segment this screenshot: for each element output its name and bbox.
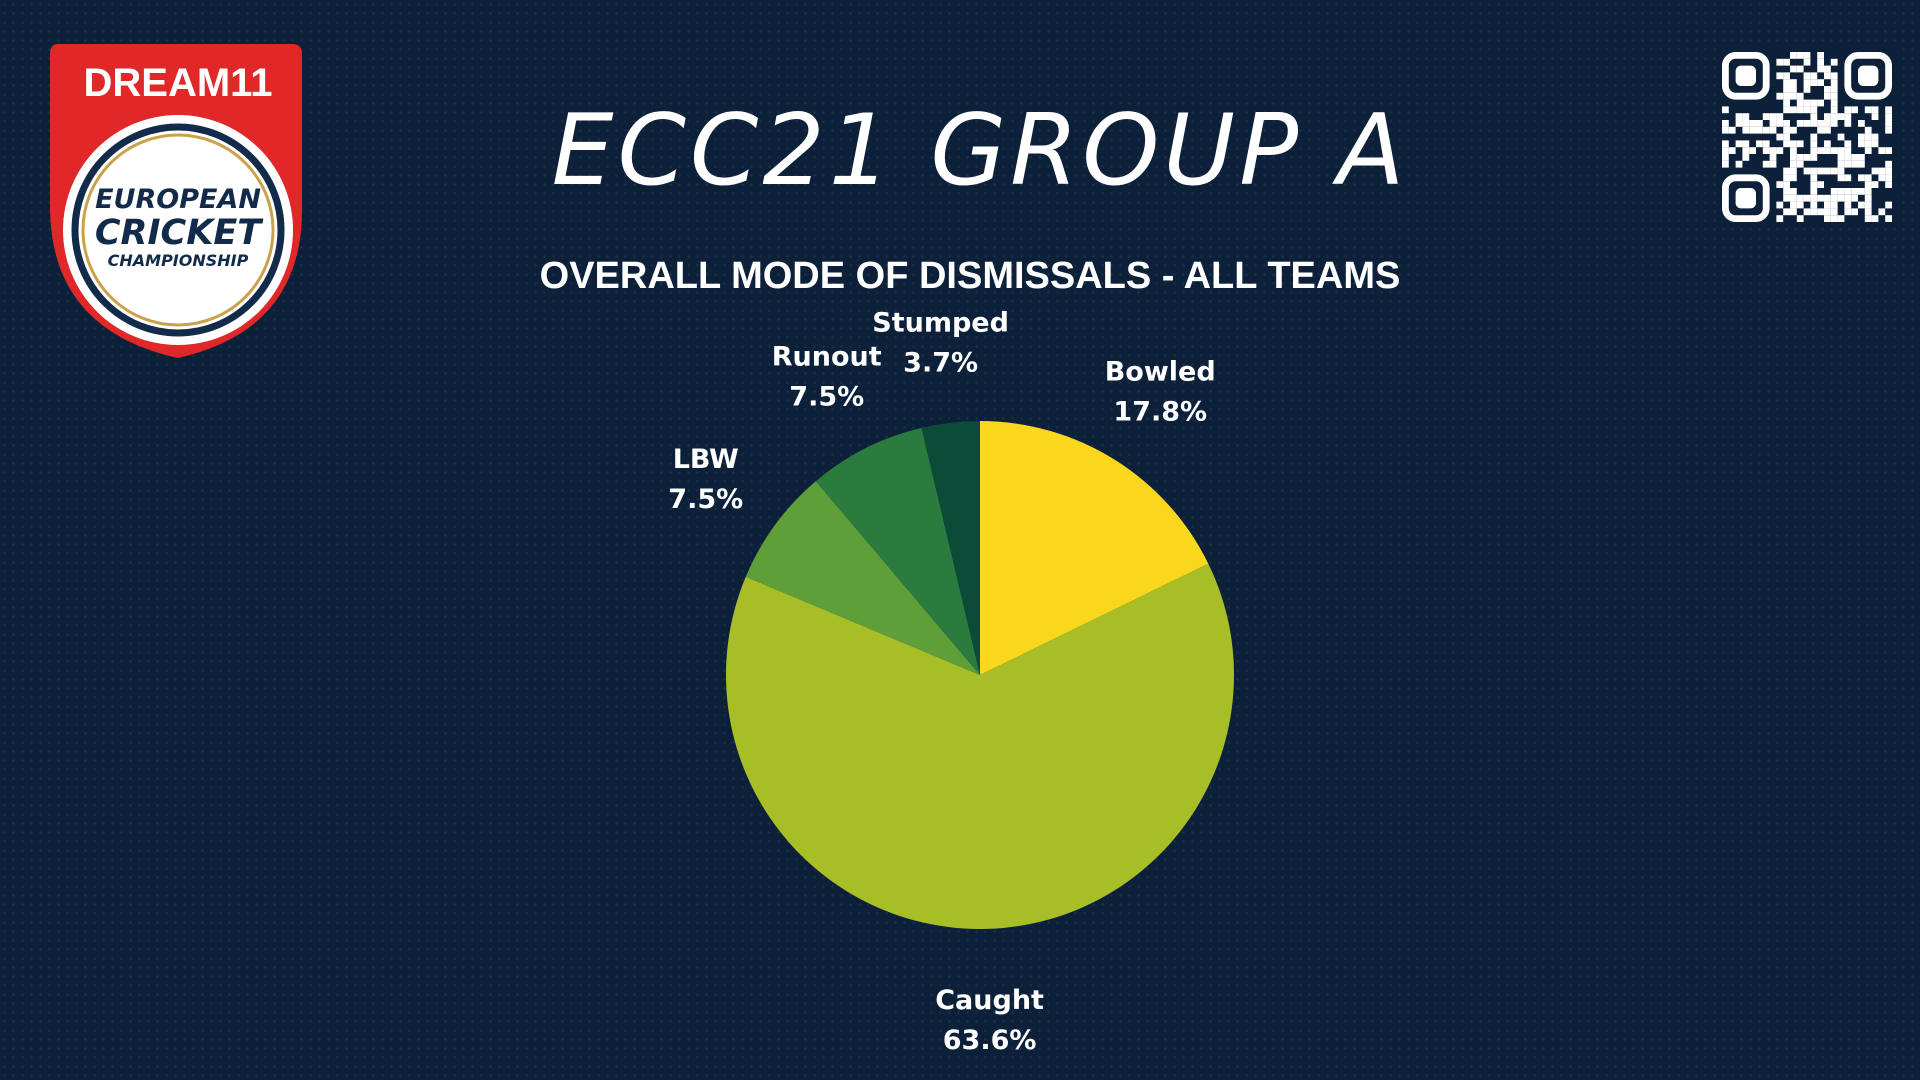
slice-percent: 3.7% (903, 347, 978, 378)
qr-code-icon (1718, 48, 1896, 226)
pie-slice-caught (726, 563, 1234, 929)
slice-label-runout: Runout 7.5% (772, 342, 882, 413)
logo-brand: DREAM11 (84, 61, 273, 105)
logo-line3: CHAMPIONSHIP (108, 251, 249, 270)
logo-ball (63, 115, 293, 345)
slice-name: LBW (673, 444, 739, 475)
chart-title: OVERALL MODE OF DISMISSALS - ALL TEAMS (540, 255, 1401, 297)
slice-label-caught: Caught 63.6% (935, 985, 1044, 1056)
slice-percent: 63.6% (943, 1025, 1037, 1056)
slice-percent: 17.8% (1113, 397, 1207, 428)
slice-name: Caught (935, 985, 1044, 1016)
slice-name: Bowled (1105, 357, 1216, 388)
pie-chart: Bowled 17.8% Caught 63.6% LBW 7.5% Runout 7.5% S… (668, 307, 1234, 1056)
logo-line2: CRICKET (95, 213, 264, 253)
pie-slice-bowled (980, 421, 1209, 675)
pie-slice-runout (815, 427, 980, 675)
pie-slice-stumped (921, 421, 980, 675)
ecc-logo: DREAM11 EUROPEAN CRICKET CHAMPIONSHIP (50, 44, 302, 358)
page-title: ECC21 GROUP A (552, 94, 1409, 208)
pie-slice-lbw (745, 481, 980, 675)
logo-line1: EUROPEAN (95, 184, 261, 215)
slice-percent: 7.5% (789, 382, 864, 413)
slice-name: Stumped (872, 307, 1009, 338)
slice-label-stumped: Stumped 3.7% (872, 307, 1009, 378)
slice-name: Runout (772, 342, 882, 373)
slice-percent: 7.5% (668, 484, 743, 515)
slice-label-bowled: Bowled 17.8% (1105, 357, 1216, 428)
slice-label-lbw: LBW 7.5% (668, 444, 743, 515)
